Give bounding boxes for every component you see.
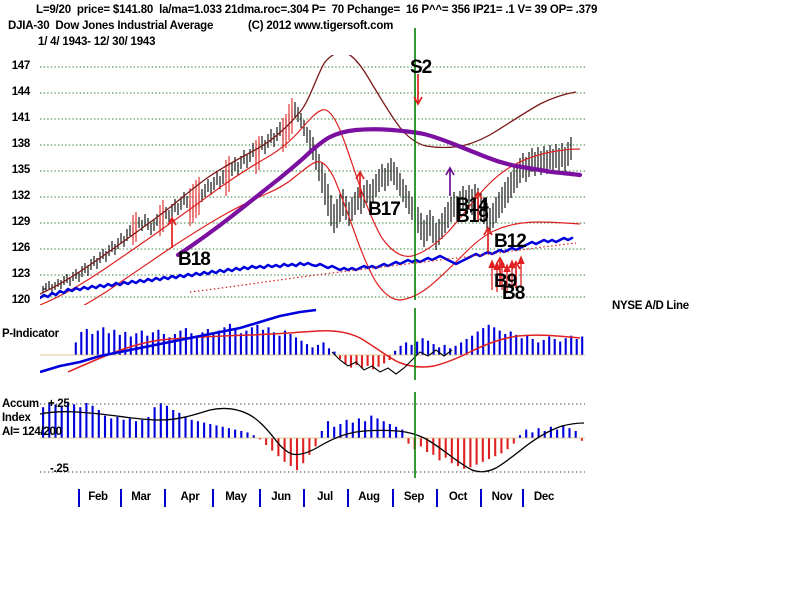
y-axis-tick: 132 [11,190,31,202]
copyright-text: (C) 2012 www.tigersoft.com [248,20,394,32]
buy-arrow-cluster [488,255,525,292]
ad-line-overlay [40,308,317,374]
signal-label-s2: S2 [410,57,432,78]
month-label-nov: Nov [491,491,513,503]
accum-index-label-2: Index [2,412,31,424]
month-tick [522,489,524,507]
signal-label-b14: B14 [456,195,489,216]
y-axis-tick: 135 [11,164,31,176]
month-tick [259,489,261,507]
month-label-sep: Sep [403,491,425,503]
signal-arrow-b14 [445,166,455,196]
signal-label-b9: B9 [494,271,517,292]
month-tick [347,489,349,507]
nyse-ad-line [40,236,574,300]
accum-index-label-1: Accum [2,398,39,410]
y-axis-tick: 126 [11,242,31,254]
y-axis-tick: 120 [11,294,31,306]
month-label-mar: Mar [131,491,151,503]
signal-arrow-s2 [413,74,423,106]
month-tick [480,489,482,507]
month-label-jul: Jul [317,491,333,503]
month-label-jun: Jun [271,491,291,503]
month-tick [78,489,80,507]
y-axis-tick: 129 [11,216,31,228]
accum-index-value: AI= 124/200 [2,426,62,438]
stats-line: L=9/20 price= $141.80 la/ma=1.033 21dma.… [36,4,598,16]
month-label-feb: Feb [88,491,108,503]
accum-scale-top: +.25 [48,398,70,410]
month-tick [120,489,122,507]
signal-label-b19: B19 [456,206,489,227]
y-axis-tick: 123 [11,268,31,280]
month-label-dec: Dec [533,491,555,503]
month-tick [212,489,214,507]
inner-bands [40,109,581,305]
month-label-apr: Apr [180,491,200,503]
month-label-may: May [225,491,247,503]
month-tick [164,489,166,507]
y-axis-tick: 141 [11,112,31,124]
month-tick [303,489,305,507]
ohlc-bars [42,98,572,293]
ma21-line [175,127,583,258]
y-axis-tick: 144 [11,86,31,98]
nyse-ad-line-label: NYSE A/D Line [612,300,689,312]
p-indicator-panel [40,323,585,375]
accum-index-panel [40,403,585,473]
signal-arrow-b17 [355,170,365,198]
price-gridlines [40,66,585,298]
signal-label-b8: B8 [502,283,525,304]
signal-arrow-b12 [483,226,493,252]
p-indicator-label: P-Indicator [2,328,59,340]
month-label-aug: Aug [358,491,380,503]
signal-arrows [167,74,521,288]
accum-scale-bottom: -.25 [50,463,69,475]
outer-band-upper [40,55,577,295]
chart-title: DJIA-30 Dow Jones Industrial Average [8,20,214,32]
signal-label-b18: B18 [178,249,211,270]
signal-arrow-b18 [167,216,177,248]
month-label-oct: Oct [448,491,468,503]
signal-label-b12: B12 [494,231,527,252]
month-tick [436,489,438,507]
signal-label-b17: B17 [368,199,401,220]
date-range: 1/ 4/ 1943- 12/ 30/ 1943 [38,36,156,48]
y-axis-tick: 138 [11,138,31,150]
y-axis-tick: 147 [11,60,31,72]
signal-arrow-b19 [473,190,483,222]
ad-trend-dotted [189,242,577,293]
month-tick [392,489,394,507]
